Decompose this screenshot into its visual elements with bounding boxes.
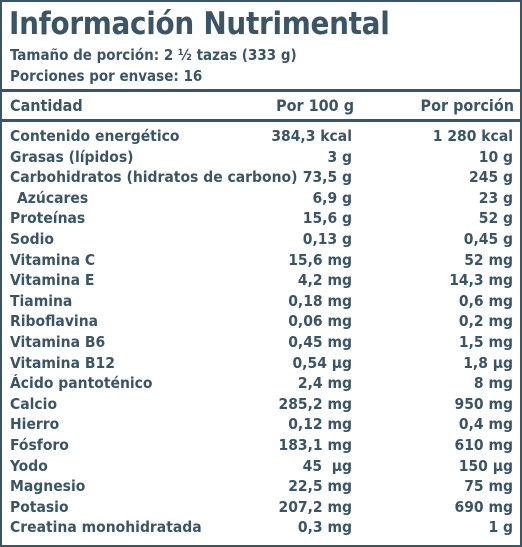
nutrient-name: Vitamina B6 — [10, 332, 106, 351]
nutrient-per-serving: 75 mg — [464, 477, 513, 496]
table-row: Contenido energético 384,3 kcal 1 280 kc… — [2, 126, 520, 147]
table-row: Potasio 207,2 mg 690 mg — [2, 497, 520, 518]
nutrient-per-serving: 1,5 mg — [458, 332, 513, 351]
nutrient-per-serving: 8 mg — [473, 374, 513, 393]
nutrient-name: Ácido pantoténico — [10, 374, 153, 393]
nutrient-name: Carbohidratos (hidratos de carbono) — [10, 168, 298, 187]
nutrient-name: Tiamina — [10, 291, 73, 310]
nutrient-per-100g: 22,5 mg — [288, 477, 352, 496]
table-row: Proteínas 15,6 g 52 g — [2, 208, 520, 229]
nutrient-per-serving: 52 g — [478, 209, 513, 228]
nutrient-name: Vitamina E — [10, 271, 95, 290]
nutrient-name: Calcio — [10, 394, 58, 413]
table-row: Creatina monohidratada 0,3 mg 1 g — [2, 517, 520, 538]
table-row: Vitamina C 15,6 mg 52 mg — [2, 250, 520, 271]
nutrient-per-serving: 14,3 mg — [449, 271, 513, 290]
nutrient-per-100g: 4,2 mg — [297, 271, 352, 290]
nutrient-per-100g: 3 g — [327, 147, 352, 166]
nutrient-name: Potasio — [10, 497, 69, 516]
nutrient-per-serving: 950 mg — [454, 394, 513, 413]
nutrient-name: Vitamina C — [10, 250, 96, 269]
serving-size: Tamaño de porción: 2 ½ tazas (333 g) — [10, 46, 297, 64]
table-row: Fósforo 183,1 mg 610 mg — [2, 435, 520, 456]
nutrient-per-serving: 690 mg — [454, 497, 513, 516]
nutrient-name: Creatina monohidratada — [10, 518, 202, 537]
table-row: Riboflavina 0,06 mg 0,2 mg — [2, 311, 520, 332]
nutrient-per-serving: 0,6 mg — [458, 291, 513, 310]
nutrient-name: Contenido energético — [10, 127, 180, 145]
nutrient-per-serving: 0,4 mg — [458, 415, 513, 434]
nutrient-per-100g: 0,13 g — [302, 229, 352, 248]
page-title: Información Nutrimental — [9, 6, 390, 42]
nutrient-name: Magnesio — [10, 477, 86, 496]
nutrient-per-serving: 245 g — [469, 168, 513, 187]
nutrient-name: Grasas (lípidos) — [10, 147, 134, 166]
nutrient-per-100g: 183,1 mg — [278, 435, 352, 454]
table-row: Azúcares 6,9 g 23 g — [2, 188, 520, 209]
nutrient-per-100g: 0,45 mg — [288, 332, 352, 351]
table-row: Ácido pantoténico 2,4 mg 8 mg — [2, 373, 520, 394]
nutrient-per-serving: 0,45 g — [463, 229, 513, 248]
column-header-name: Cantidad — [10, 96, 83, 115]
column-header-per-serving: Por porción — [420, 96, 514, 115]
nutrient-name: Azúcares — [17, 188, 89, 207]
nutrient-per-serving: 1,8 µg — [463, 353, 513, 372]
nutrient-per-100g: 0,12 mg — [288, 415, 352, 434]
nutrient-per-100g: 0,54 µg — [292, 353, 352, 372]
table-row: Yodo 45 µg 150 µg — [2, 456, 520, 477]
nutrient-per-serving: 23 g — [478, 188, 513, 207]
nutrient-per-100g: 207,2 mg — [278, 497, 352, 516]
table-row: Grasas (lípidos) 3 g 10 g — [2, 147, 520, 168]
table-row: Tiamina 0,18 mg 0,6 mg — [2, 291, 520, 312]
nutrient-per-100g: 73,5 g — [302, 168, 352, 187]
table-row: Hierro 0,12 mg 0,4 mg — [2, 414, 520, 435]
table-row: Sodio 0,13 g 0,45 g — [2, 229, 520, 250]
column-header-per-100g: Por 100 g — [276, 96, 354, 115]
nutrient-name: Yodo — [10, 456, 48, 475]
nutrient-per-100g: 0,18 mg — [288, 291, 352, 310]
nutrient-per-100g: 15,6 g — [302, 209, 352, 228]
table-row: Calcio 285,2 mg 950 mg — [2, 394, 520, 415]
nutrient-table: Contenido energético 384,3 kcal 1 280 kc… — [2, 126, 520, 538]
nutrient-per-100g: 45 µg — [302, 456, 352, 475]
nutrient-per-100g: 2,4 mg — [297, 374, 352, 393]
nutrient-per-100g: 6,9 g — [312, 188, 352, 207]
nutrient-name: Sodio — [10, 229, 54, 248]
header-top-rule — [2, 89, 520, 92]
nutrient-per-100g: 285,2 mg — [278, 394, 352, 413]
nutrient-per-100g: 384,3 kcal — [271, 127, 352, 145]
nutrient-per-serving: 0,2 mg — [458, 312, 513, 331]
nutrient-per-serving: 52 mg — [464, 250, 513, 269]
nutrient-per-serving: 150 µg — [458, 456, 513, 475]
nutrient-per-serving: 610 mg — [454, 435, 513, 454]
nutrient-per-serving: 10 g — [478, 147, 513, 166]
table-row: Carbohidratos (hidratos de carbono) 73,5… — [2, 167, 520, 188]
nutrient-per-100g: 0,3 mg — [297, 518, 352, 537]
table-row: Magnesio 22,5 mg 75 mg — [2, 476, 520, 497]
nutrient-name: Proteínas — [10, 209, 86, 228]
nutrient-per-100g: 15,6 mg — [288, 250, 352, 269]
nutrient-name: Riboflavina — [10, 312, 99, 331]
servings-per-container: Porciones por envase: 16 — [10, 67, 203, 85]
table-row: Vitamina B12 0,54 µg 1,8 µg — [2, 353, 520, 374]
nutrient-per-100g: 0,06 mg — [288, 312, 352, 331]
nutrient-name: Vitamina B12 — [10, 353, 115, 372]
nutrient-name: Fósforo — [10, 435, 69, 454]
table-header: Cantidad Por 100 g Por porción — [2, 94, 520, 118]
table-row: Vitamina B6 0,45 mg 1,5 mg — [2, 332, 520, 353]
nutrient-name: Hierro — [10, 415, 60, 434]
table-row: Vitamina E 4,2 mg 14,3 mg — [2, 270, 520, 291]
nutrient-per-serving: 1 g — [488, 518, 513, 537]
nutrient-per-serving: 1 280 kcal — [432, 127, 513, 145]
header-bottom-rule — [2, 119, 520, 122]
